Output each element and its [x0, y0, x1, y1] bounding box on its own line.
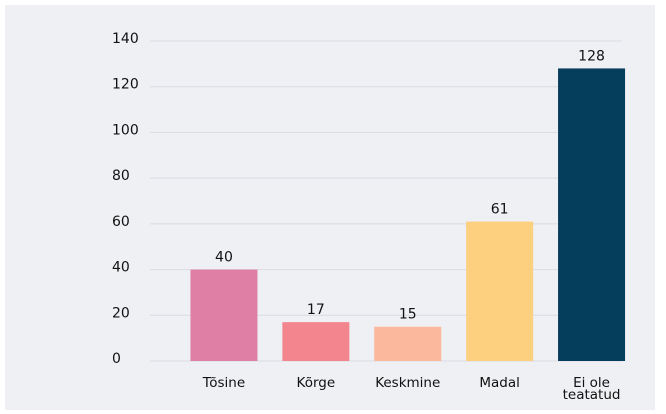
- y-tick-label: 40: [112, 260, 130, 276]
- y-tick-label: 0: [112, 351, 121, 367]
- bar: [190, 269, 258, 361]
- x-tick-label: Keskmine: [375, 375, 441, 391]
- x-tick-label: Tõsine: [202, 375, 246, 391]
- bar: [374, 326, 442, 361]
- value-label: 17: [307, 302, 325, 318]
- value-label: 128: [578, 48, 605, 64]
- bar: [466, 221, 534, 361]
- x-tick-label: Madal: [479, 375, 520, 391]
- y-tick-label: 100: [112, 122, 139, 138]
- value-label: 15: [399, 307, 417, 323]
- value-label: 40: [215, 250, 233, 266]
- value-label: 61: [491, 202, 509, 218]
- y-tick-label: 20: [112, 305, 130, 321]
- y-tick-label: 60: [112, 214, 130, 230]
- x-tick-label: Ei ole teatatud: [562, 375, 621, 403]
- y-tick-label: 120: [112, 77, 139, 93]
- y-tick-label: 80: [112, 168, 130, 184]
- x-tick-label: Kõrge: [296, 375, 336, 391]
- y-tick-label: 140: [112, 31, 139, 47]
- bar: [282, 322, 350, 361]
- bar: [558, 68, 626, 361]
